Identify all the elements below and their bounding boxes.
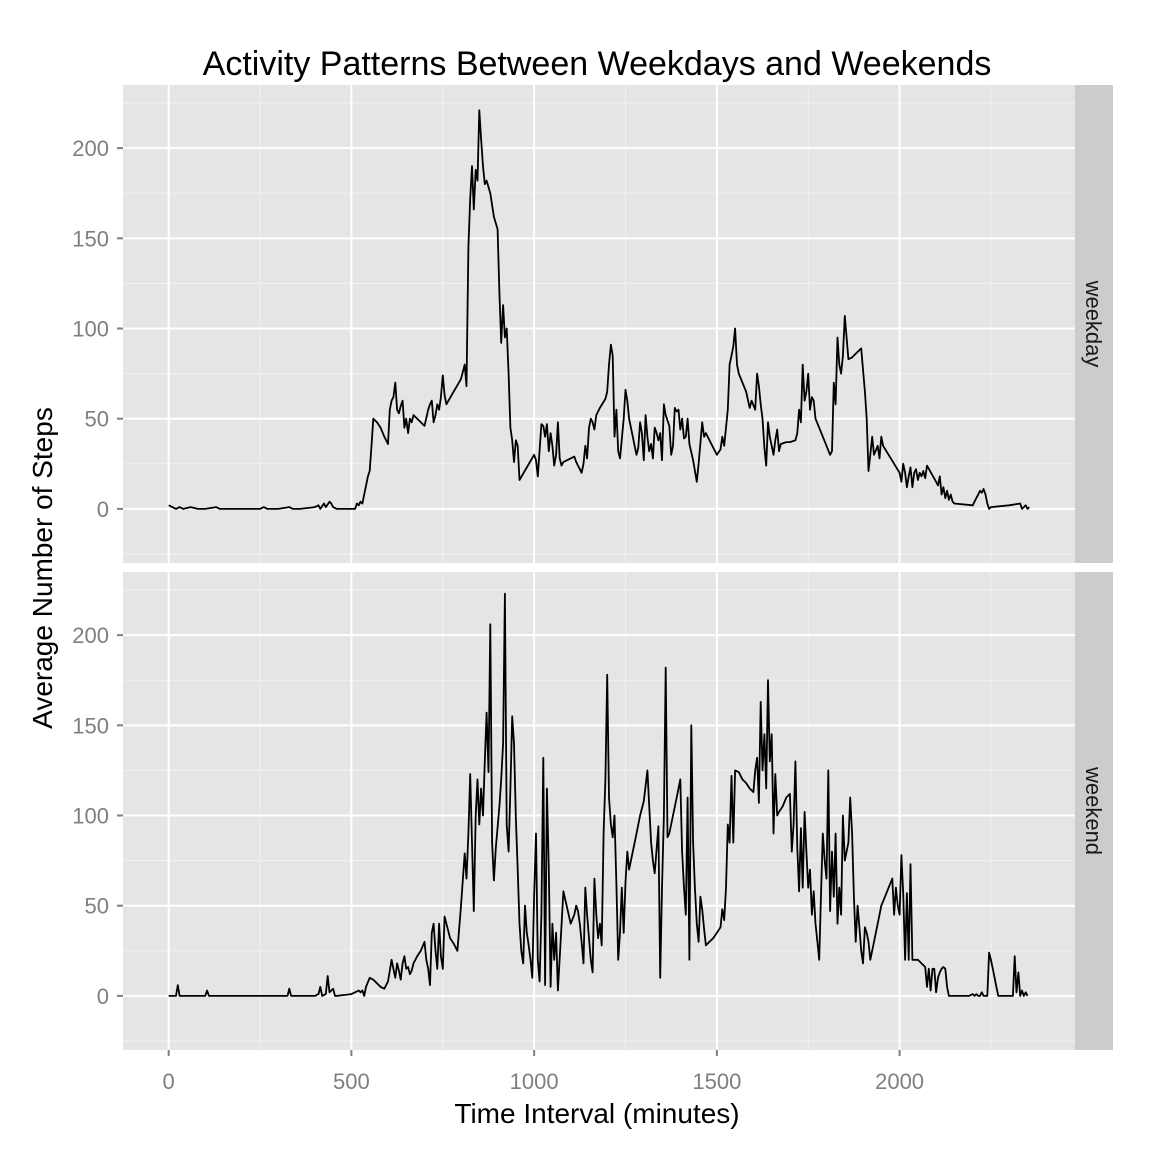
facet-strip (1075, 572, 1113, 1050)
facet-label-weekday: weekday (1081, 280, 1106, 368)
panel-background (123, 572, 1075, 1050)
x-tick-label: 0 (163, 1069, 175, 1094)
x-tick-label: 500 (333, 1069, 370, 1094)
panels: 0 50 100 150 200 weekday 0 50 100 150 200 weekend (72, 85, 1113, 1050)
y-tick-label: 100 (72, 317, 109, 342)
x-tick-label: 1000 (510, 1069, 559, 1094)
y-axis-title: Average Number of Steps (27, 407, 58, 729)
panel-background (123, 85, 1075, 563)
y-tick-label: 100 (72, 804, 109, 829)
series-line-weekend (168, 592, 1029, 997)
y-tick-label: 50 (85, 407, 109, 432)
panel-weekday: 0 50 100 150 200 weekday (72, 85, 1113, 563)
y-tick-label: 150 (72, 226, 109, 251)
x-axis-title: Time Interval (minutes) (454, 1098, 739, 1129)
y-tick-label: 200 (72, 623, 109, 648)
x-axis: 0 500 1000 1500 2000 (163, 1050, 924, 1094)
x-tick-label: 2000 (875, 1069, 924, 1094)
x-tick-label: 1500 (692, 1069, 741, 1094)
y-tick-label: 0 (97, 984, 109, 1009)
panel-weekend: 0 50 100 150 200 weekend (72, 572, 1113, 1050)
y-tick-label: 0 (97, 497, 109, 522)
facet-label-weekend: weekend (1081, 766, 1106, 855)
y-tick-label: 50 (85, 894, 109, 919)
facet-strip (1075, 85, 1113, 563)
y-tick-label: 150 (72, 713, 109, 738)
chart-title: Activity Patterns Between Weekdays and W… (203, 45, 992, 83)
series-line-weekday (168, 109, 1030, 510)
y-tick-label: 200 (72, 136, 109, 161)
